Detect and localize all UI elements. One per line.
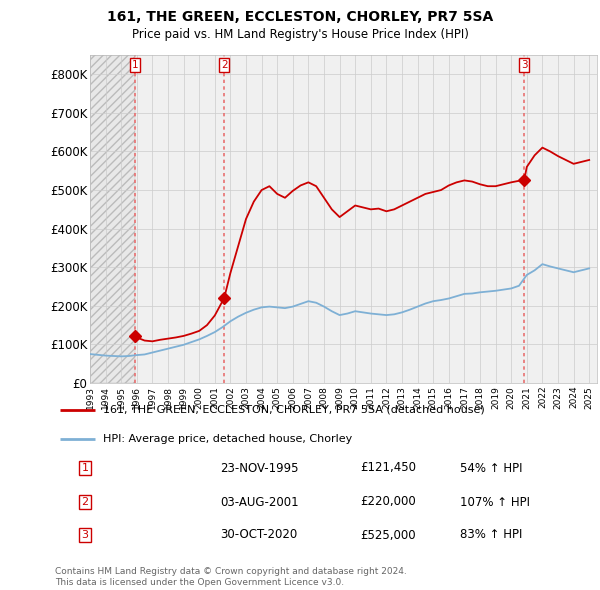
Text: 1: 1 [132,60,139,70]
Text: 3: 3 [82,530,89,540]
Text: 54% ↑ HPI: 54% ↑ HPI [460,461,523,474]
Text: £220,000: £220,000 [360,496,416,509]
Text: 2: 2 [221,60,227,70]
Text: 23-NOV-1995: 23-NOV-1995 [220,461,299,474]
Text: 03-AUG-2001: 03-AUG-2001 [220,496,299,509]
Text: HPI: Average price, detached house, Chorley: HPI: Average price, detached house, Chor… [103,434,352,444]
Text: This data is licensed under the Open Government Licence v3.0.: This data is licensed under the Open Gov… [55,578,344,587]
Text: 83% ↑ HPI: 83% ↑ HPI [460,529,523,542]
Text: Contains HM Land Registry data © Crown copyright and database right 2024.: Contains HM Land Registry data © Crown c… [55,567,407,576]
Text: £121,450: £121,450 [360,461,416,474]
Text: 161, THE GREEN, ECCLESTON, CHORLEY, PR7 5SA: 161, THE GREEN, ECCLESTON, CHORLEY, PR7 … [107,10,493,24]
Text: 2: 2 [82,497,89,507]
Bar [90,55,135,383]
Text: 107% ↑ HPI: 107% ↑ HPI [460,496,530,509]
Text: Price paid vs. HM Land Registry's House Price Index (HPI): Price paid vs. HM Land Registry's House … [131,28,469,41]
Text: 161, THE GREEN, ECCLESTON, CHORLEY, PR7 5SA (detached house): 161, THE GREEN, ECCLESTON, CHORLEY, PR7 … [103,405,485,415]
Text: £525,000: £525,000 [360,529,416,542]
Text: 1: 1 [82,463,89,473]
Text: 3: 3 [521,60,527,70]
Text: 30-OCT-2020: 30-OCT-2020 [220,529,297,542]
